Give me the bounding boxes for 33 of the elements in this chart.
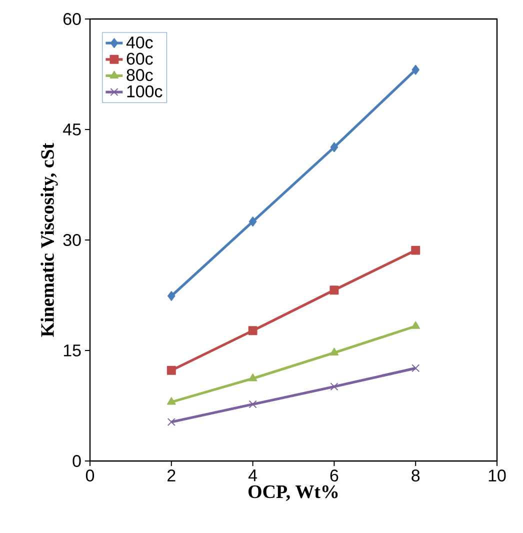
- point: [248, 374, 258, 382]
- y-tick-label: 15: [64, 344, 81, 356]
- point: [411, 321, 420, 329]
- point: [248, 400, 257, 408]
- point: [168, 291, 176, 301]
- point: [330, 382, 338, 391]
- x-tick-label: 2: [168, 470, 176, 482]
- legend-label: 60c: [126, 52, 153, 65]
- y-axis-title: Kinematic Viscosity, cSt: [40, 142, 58, 337]
- legend-label: 40c: [126, 36, 153, 48]
- legend-label: 100c: [127, 85, 162, 98]
- point: [167, 397, 176, 405]
- y-tick-label: 30: [63, 234, 81, 246]
- y-tick-label: 45: [63, 124, 81, 136]
- point: [167, 418, 176, 426]
- point: [412, 364, 420, 372]
- point: [330, 348, 339, 356]
- y-tick-label: 0: [72, 455, 81, 467]
- x-tick-label: 0: [86, 470, 94, 482]
- point: [411, 246, 420, 255]
- x-axis-title: OCP, Wt%: [248, 485, 338, 501]
- point: [330, 142, 338, 152]
- x-tick-label: 8: [412, 470, 420, 482]
- point: [166, 366, 176, 375]
- legend-label: 80c: [126, 69, 153, 82]
- point: [412, 64, 420, 75]
- point: [330, 286, 339, 295]
- x-tick-label: 10: [488, 470, 506, 482]
- point: [248, 326, 258, 336]
- point: [248, 216, 257, 227]
- y-tick-label: 60: [64, 13, 81, 25]
- x-tick-label: 4: [248, 470, 258, 482]
- x-tick-label: 6: [330, 470, 338, 482]
